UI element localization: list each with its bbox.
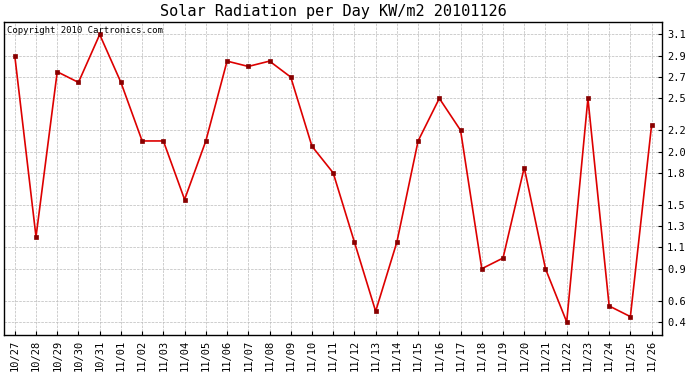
- Text: Copyright 2010 Cartronics.com: Copyright 2010 Cartronics.com: [8, 26, 164, 35]
- Title: Solar Radiation per Day KW/m2 20101126: Solar Radiation per Day KW/m2 20101126: [160, 4, 506, 19]
